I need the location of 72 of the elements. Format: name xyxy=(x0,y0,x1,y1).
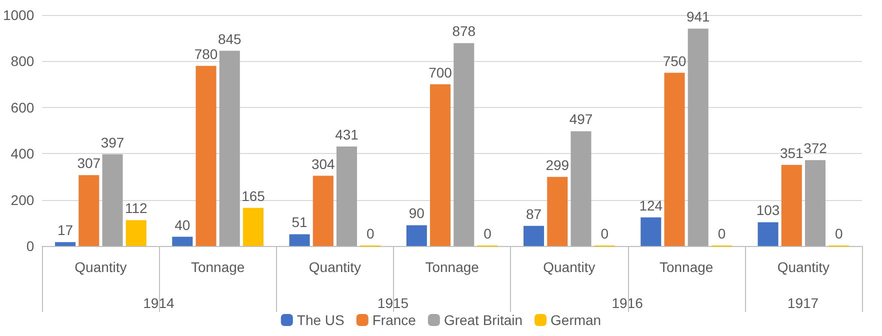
data-label: 397 xyxy=(100,134,124,150)
data-label: 780 xyxy=(194,46,218,62)
bar xyxy=(430,84,451,246)
y-tick-label: 400 xyxy=(10,146,34,162)
bar xyxy=(102,154,123,246)
data-label: 0 xyxy=(718,226,726,242)
data-label: 51 xyxy=(292,214,308,230)
x-tick-label: Quantity xyxy=(543,259,596,275)
y-tick-label: 200 xyxy=(10,192,34,208)
data-label: 299 xyxy=(546,156,570,173)
bar xyxy=(570,131,592,246)
bar xyxy=(804,160,826,246)
bar xyxy=(219,50,240,246)
data-label: 307 xyxy=(77,155,101,172)
bar xyxy=(242,208,264,246)
data-label: 431 xyxy=(335,126,359,142)
legend-label: Great Britain xyxy=(444,312,523,328)
data-label: 0 xyxy=(600,226,609,242)
x-tick-label: Quantity xyxy=(74,259,127,275)
bar xyxy=(312,176,334,246)
x-tick-label: Tonnage xyxy=(659,259,714,275)
data-label: 497 xyxy=(569,111,593,128)
data-label: 87 xyxy=(526,206,542,222)
bar xyxy=(664,72,685,246)
data-label: 17 xyxy=(58,222,74,238)
bar xyxy=(336,146,358,246)
data-label: 124 xyxy=(639,197,663,214)
bar xyxy=(406,225,427,246)
data-label: 112 xyxy=(124,200,148,216)
y-tick-label: 0 xyxy=(26,238,34,254)
data-label: 750 xyxy=(662,52,686,69)
bar xyxy=(172,236,193,246)
bar xyxy=(289,234,310,246)
data-label: 372 xyxy=(804,140,828,156)
bar xyxy=(454,43,474,246)
text: 1916 xyxy=(612,295,644,311)
x-tick-label: Quantity xyxy=(308,259,362,275)
data-label: 878 xyxy=(452,23,476,40)
data-label: 0 xyxy=(484,226,492,242)
bar xyxy=(78,175,100,246)
data-label: 304 xyxy=(311,156,336,172)
text: 1917 xyxy=(787,295,819,311)
y-tick-label: 800 xyxy=(10,53,34,70)
text: 1915 xyxy=(377,295,409,311)
data-label: 700 xyxy=(428,64,452,80)
x-tick-label: Quantity xyxy=(777,259,830,275)
bar xyxy=(781,164,802,246)
bar xyxy=(196,66,216,246)
x-tick-label: Tonnage xyxy=(425,259,480,275)
bar xyxy=(688,28,708,246)
x-tick-label: Tonnage xyxy=(190,259,245,275)
bar xyxy=(547,176,568,246)
data-label: 103 xyxy=(756,202,780,218)
legend-label: The US xyxy=(296,312,344,328)
data-label: 90 xyxy=(408,205,425,222)
data-label: 351 xyxy=(780,144,804,161)
legend-label: France xyxy=(372,312,416,328)
data-label: 941 xyxy=(686,8,710,25)
bar xyxy=(126,220,146,246)
data-label: 165 xyxy=(242,188,266,204)
data-label: 845 xyxy=(218,30,242,47)
bar xyxy=(758,222,778,246)
bar xyxy=(55,242,76,246)
y-tick-label: 600 xyxy=(10,99,34,116)
y-tick-label: 1000 xyxy=(2,7,34,23)
data-label: 40 xyxy=(174,216,190,233)
bar xyxy=(640,217,662,246)
data-label: 0 xyxy=(834,226,843,242)
legend-label: German xyxy=(550,312,602,328)
bar xyxy=(524,226,544,246)
text: 1914 xyxy=(143,295,174,311)
data-label: 0 xyxy=(366,226,374,242)
